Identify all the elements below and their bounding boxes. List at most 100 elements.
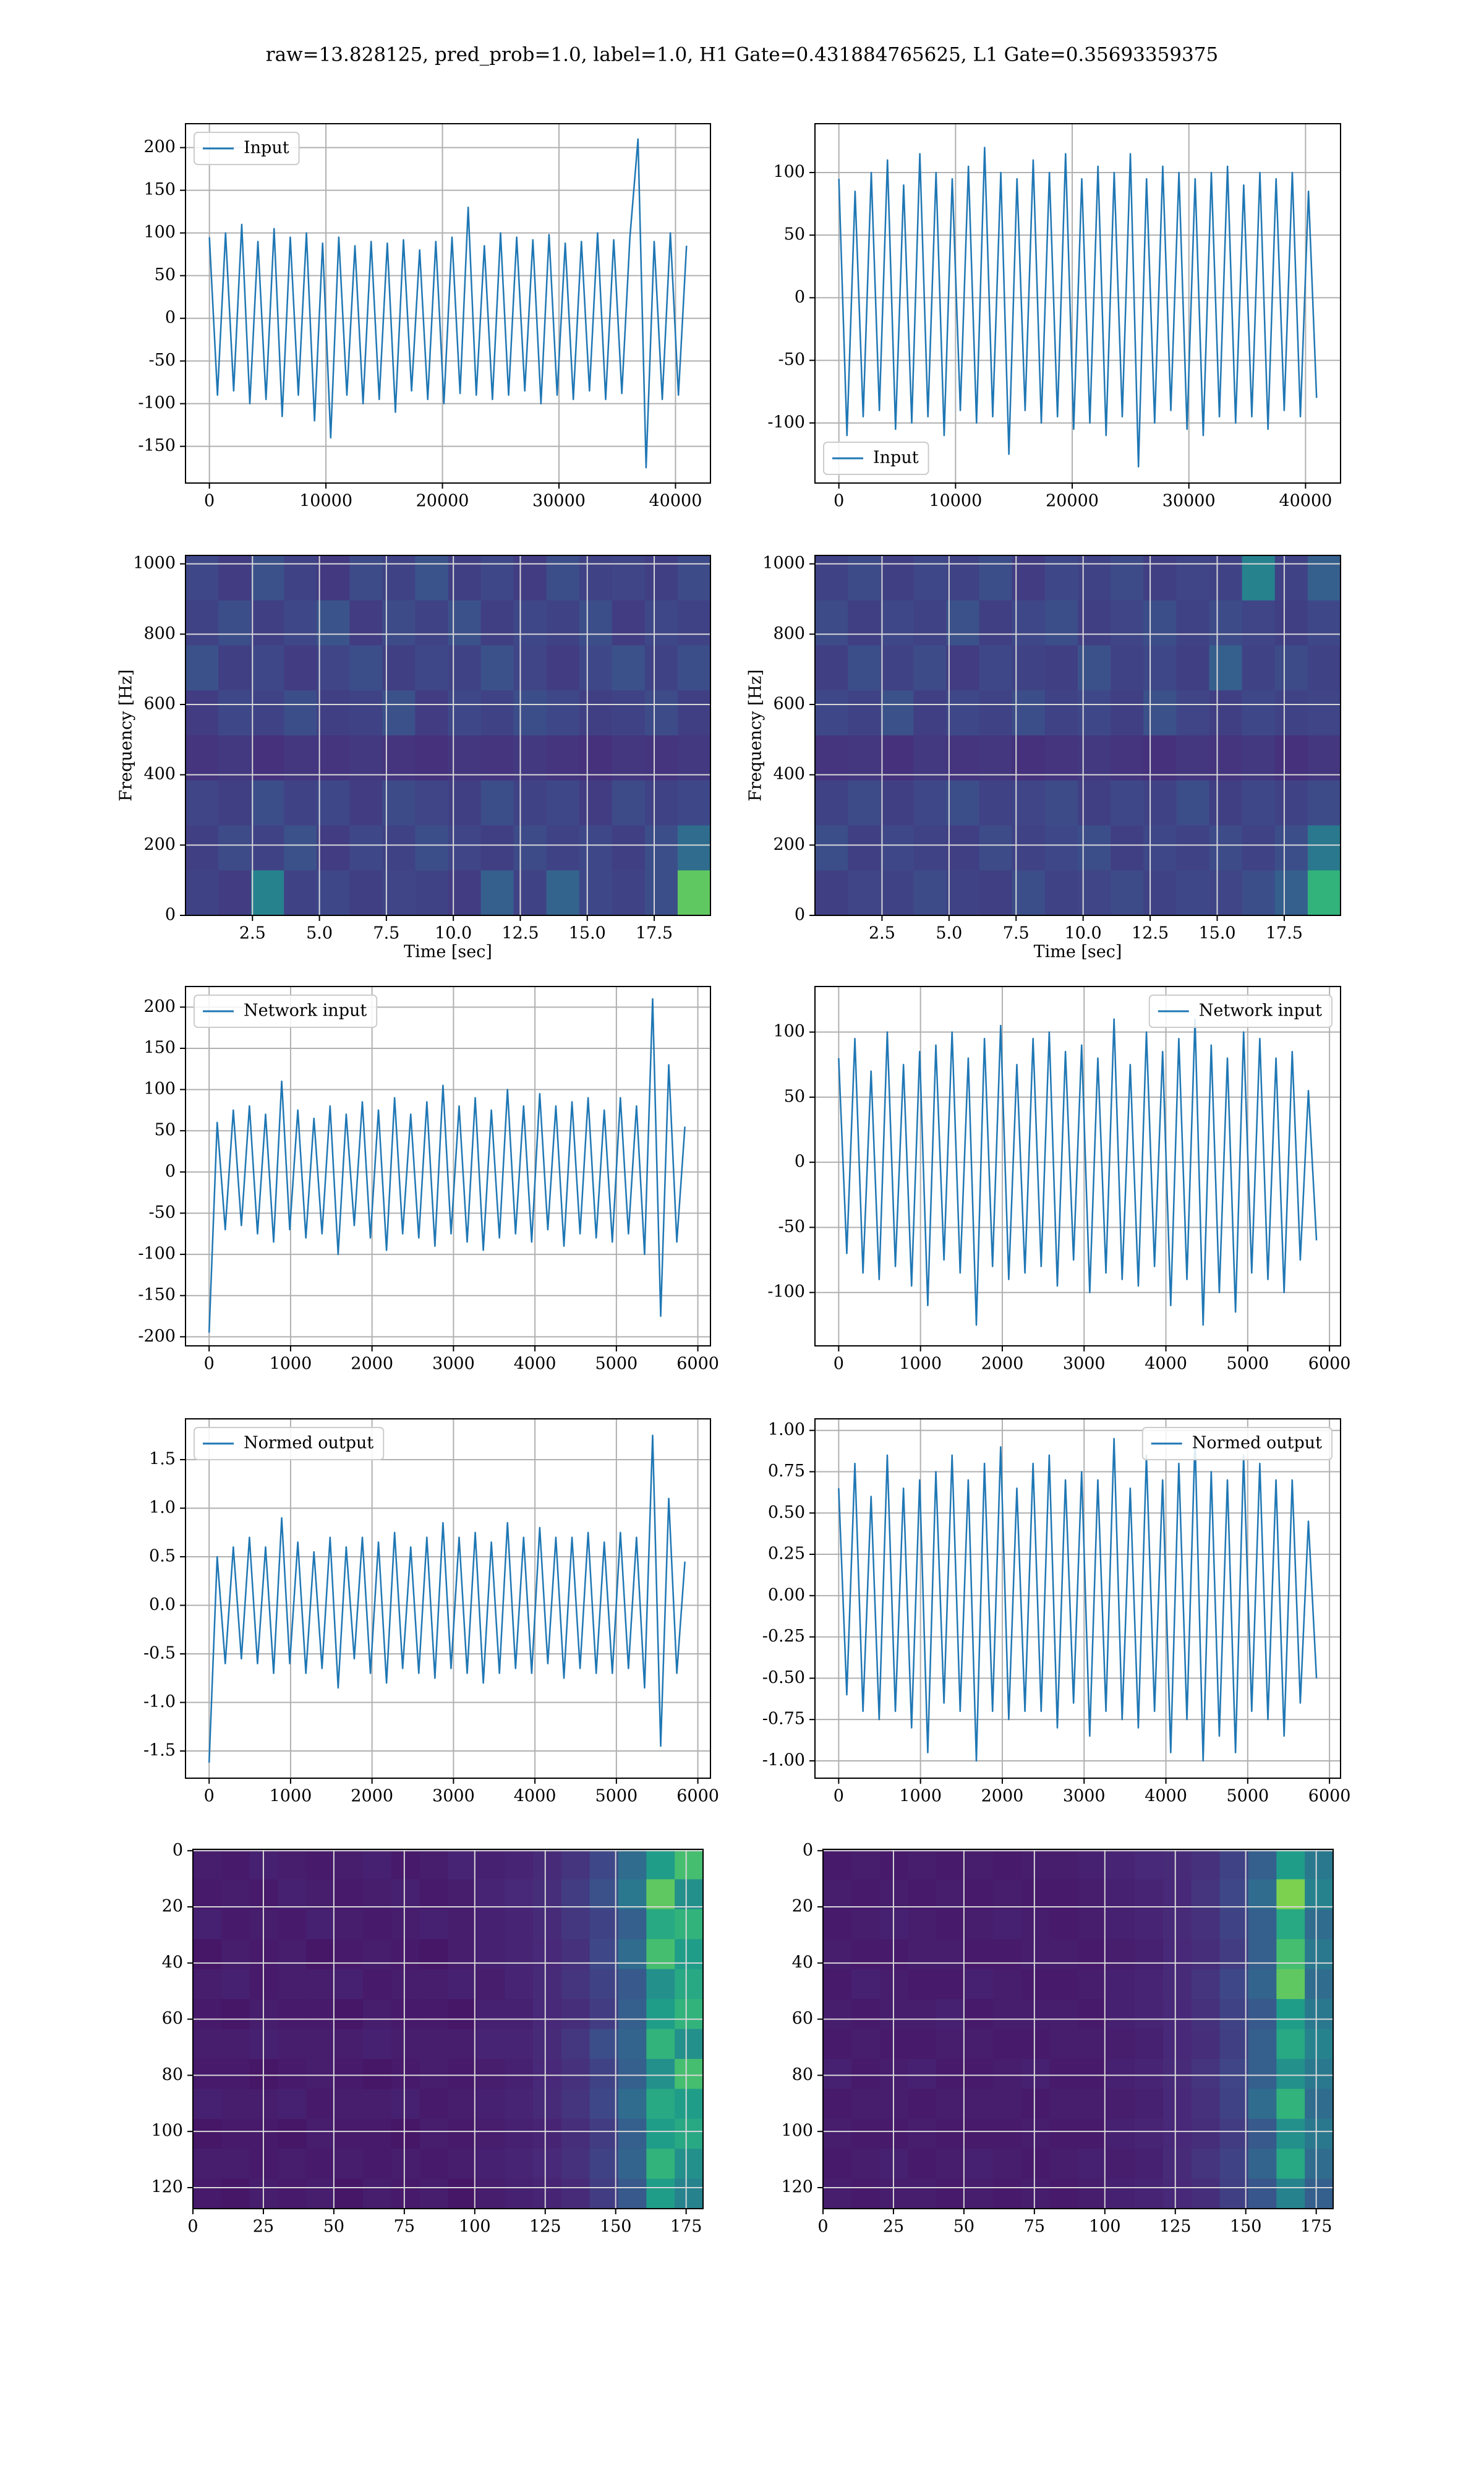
x-tick-label: 0 <box>204 492 215 511</box>
heatmap-cell <box>612 600 646 646</box>
heatmap-cell <box>448 2089 477 2120</box>
heatmap-cell <box>1209 780 1243 826</box>
heatmap-cell <box>1274 690 1308 736</box>
heatmap-cell <box>1143 825 1177 871</box>
y-tick-label: 0.75 <box>768 1462 805 1481</box>
y-tick-label: -1.00 <box>762 1750 805 1770</box>
heatmap-cell <box>476 1939 505 1970</box>
heatmap-cell <box>363 2058 392 2089</box>
x-axis-label: Time [sec] <box>404 943 492 962</box>
front-layer: 0 10000 20000 30000 40000 -150 -100 -50 0 50 100 15… <box>138 123 711 511</box>
y-tick-label: -50 <box>149 351 176 370</box>
heatmap-cell <box>221 1849 250 1880</box>
heatmap-cell <box>1049 2118 1079 2149</box>
heatmap-cell <box>546 870 580 915</box>
heatmap-cell <box>391 1999 420 2030</box>
heatmap-cell <box>936 1879 965 1910</box>
heatmap-cell <box>1078 2178 1107 2209</box>
heatmap-cell <box>851 1969 881 2000</box>
heatmap-cell <box>1143 555 1177 601</box>
heatmap-cell <box>675 1939 703 1970</box>
heatmap-cell <box>913 735 947 781</box>
y-tick-label: -150 <box>138 1285 176 1304</box>
heatmap-cell <box>618 2118 647 2149</box>
heatmap-cell <box>675 2089 703 2120</box>
heatmap-cell <box>1078 2149 1107 2180</box>
subplot: 0 25 50 75 100 125 150 175 0 20 40 60 80 100 120 <box>151 1841 704 2236</box>
heatmap-cell <box>1307 735 1341 781</box>
heatmap-cell <box>1012 735 1046 781</box>
heatmap-cell <box>1044 645 1078 691</box>
heatmap-cell <box>1248 1969 1277 2000</box>
heatmap-cell <box>561 1849 591 1880</box>
legend: Normed output <box>1141 1427 1333 1460</box>
y-tick-label: 0 <box>165 308 176 327</box>
heatmap-cell <box>677 735 710 781</box>
heatmap-cell <box>1163 1849 1192 1880</box>
heatmap-cell <box>1143 870 1177 915</box>
subplot: 0 1000 2000 3000 4000 5000 6000 -1.00 -0.75 -0.50… <box>762 1418 1350 1806</box>
heatmap-cell <box>193 2058 222 2089</box>
heatmap-cell <box>936 2089 965 2120</box>
y-tick-label: 1000 <box>762 554 805 573</box>
heatmap-cell <box>881 825 914 871</box>
heatmap-cell <box>382 645 416 691</box>
heatmap-cell <box>1106 2149 1135 2180</box>
heatmap-cell <box>1021 1879 1051 1910</box>
heatmap-cell <box>993 2149 1022 2180</box>
axes-frame <box>814 1418 1341 1779</box>
x-tick-label: 175 <box>670 2217 702 2236</box>
legend-label: Input <box>244 139 289 158</box>
heatmap-cell <box>419 1969 449 2000</box>
heatmap-cell <box>221 1939 250 1970</box>
axes-frame <box>192 1849 704 2209</box>
heatmap-cell <box>221 1909 250 1940</box>
heatmap-cell <box>1242 555 1276 601</box>
heatmap-cell <box>823 1879 852 1910</box>
heatmap-cell <box>1276 1879 1305 1910</box>
heatmap-cell <box>646 1849 675 1880</box>
heatmap-cell <box>505 2149 534 2180</box>
x-tick-label: 40000 <box>1279 492 1332 511</box>
heatmap-cell <box>415 870 449 915</box>
y-tick-label: 200 <box>773 835 805 854</box>
heatmap-cell <box>1012 555 1046 601</box>
heatmap-cell <box>1248 1909 1277 1940</box>
heatmap-cell <box>513 555 547 601</box>
heatmap-cell <box>1135 2089 1164 2120</box>
heatmap-cell <box>946 600 980 646</box>
heatmap-cell <box>505 2089 534 2120</box>
front-layer: 0 1000 2000 3000 4000 5000 6000 -1.5 -1.0 -0.5 0.0… <box>143 1418 719 1806</box>
heatmap-cell <box>221 2118 250 2149</box>
x-tick-label: 2.5 <box>869 924 895 943</box>
front-layer: 0 25 50 75 100 125 150 175 0 20 40 60 80 100 120 <box>781 1841 1334 2236</box>
heatmap-cell <box>193 2089 222 2120</box>
heatmap-cell <box>946 735 980 781</box>
axes-frame <box>185 986 711 1346</box>
heatmap-cell <box>646 2058 675 2089</box>
heatmap-cell <box>1106 1909 1135 1940</box>
heatmap-cell <box>851 1999 881 2030</box>
heatmap-cell <box>306 1939 335 1970</box>
y-tick-label: 100 <box>151 2121 183 2141</box>
heatmap-cell <box>349 735 383 781</box>
x-tick-label: 2000 <box>351 1787 393 1806</box>
heatmap-cell <box>965 2089 994 2120</box>
x-tick-label: 0 <box>834 1787 844 1806</box>
heatmap-cell <box>448 2178 477 2209</box>
heatmap-cell <box>476 1879 505 1910</box>
heatmap-cell <box>1078 1849 1107 1880</box>
heatmap-cell <box>391 2118 420 2149</box>
heatmap-cell <box>251 645 284 691</box>
heatmap-cell <box>644 735 678 781</box>
heatmap-cell <box>513 825 547 871</box>
heatmap-cell <box>618 1909 647 1940</box>
y-tick-label: 1000 <box>133 554 176 573</box>
x-tick-label: 30000 <box>1162 492 1216 511</box>
heatmap-cell <box>851 1849 881 1880</box>
heatmap-cell <box>848 825 881 871</box>
x-tick-label: 12.5 <box>501 924 539 943</box>
heatmap-cell <box>993 1969 1022 2000</box>
heatmap-cell <box>349 600 383 646</box>
heatmap-cell <box>908 2089 937 2120</box>
